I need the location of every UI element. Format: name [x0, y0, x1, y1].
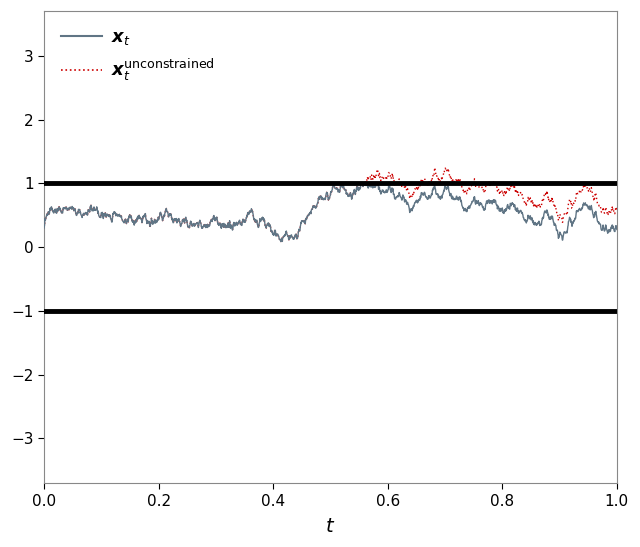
X-axis label: $t$: $t$ — [325, 517, 335, 536]
Legend: $\boldsymbol{x}_t$, $\boldsymbol{x}_t^{\mathrm{unconstrained}}$: $\boldsymbol{x}_t$, $\boldsymbol{x}_t^{\… — [52, 20, 223, 91]
